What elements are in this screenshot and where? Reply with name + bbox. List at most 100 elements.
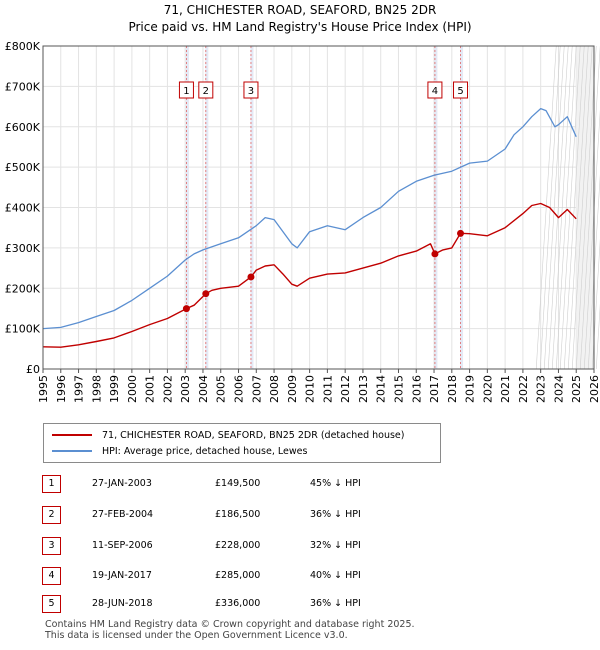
sale-date: 28-JUN-2018	[92, 598, 153, 609]
sale-hpi-diff: 40% ↓ HPI	[310, 570, 361, 581]
sale-date: 27-FEB-2004	[92, 509, 154, 520]
x-tick-label: 1998	[90, 375, 103, 403]
x-tick-label: 1999	[108, 375, 121, 403]
sale-number-badge: 4	[42, 567, 61, 585]
x-tick-label: 2022	[517, 375, 530, 403]
x-tick-label: 2008	[268, 375, 281, 403]
legend-item-hpi: HPI: Average price, detached house, Lewe…	[52, 444, 307, 458]
x-tick-label: 2010	[304, 375, 317, 403]
future-hatch	[559, 45, 581, 370]
sale-point	[202, 290, 210, 298]
sale-band	[205, 46, 209, 369]
x-tick-label: 2011	[321, 375, 334, 403]
future-hatch	[567, 45, 589, 370]
x-tick-label: 2021	[499, 375, 512, 403]
sale-hpi-diff: 36% ↓ HPI	[310, 509, 361, 520]
x-tick-label: 1995	[37, 375, 50, 403]
sale-marker-box	[198, 81, 214, 99]
future-hatch	[575, 45, 597, 370]
property-price-line	[42, 202, 577, 348]
y-tick-label: £700K	[5, 80, 41, 93]
x-tick-label: 2020	[481, 375, 494, 403]
x-tick-label: 2019	[464, 375, 477, 403]
plot-frame	[42, 45, 595, 370]
sale-hpi-diff: 45% ↓ HPI	[310, 478, 361, 489]
x-tick-label: 2018	[446, 375, 459, 403]
sale-row: 3 11-SEP-2006 £228,000 32% ↓ HPI	[0, 537, 600, 557]
sale-number-badge: 3	[42, 537, 61, 555]
sale-row: 1 27-JAN-2003 £149,500 45% ↓ HPI	[0, 475, 600, 495]
future-hatch	[535, 45, 557, 370]
sale-price: £149,500	[215, 478, 261, 489]
legend-swatch-property	[52, 434, 92, 436]
legend-item-property: 71, CHICHESTER ROAD, SEAFORD, BN25 2DR (…	[52, 428, 404, 442]
sale-marker-box	[453, 81, 469, 99]
sale-marker-number: 3	[248, 86, 254, 97]
footer-notice: Contains HM Land Registry data © Crown c…	[45, 619, 415, 641]
x-tick-label: 2026	[588, 375, 600, 403]
sale-marker-number: 4	[432, 86, 438, 97]
sale-marker-number: 5	[457, 86, 463, 97]
future-hatch	[591, 238, 600, 370]
x-tick-label: 2016	[410, 375, 423, 403]
x-tick-label: 2006	[233, 375, 246, 403]
sale-number-badge: 2	[42, 506, 61, 524]
sale-hpi-diff: 36% ↓ HPI	[310, 598, 361, 609]
x-tick-label: 2003	[179, 375, 192, 403]
sale-marker-box	[243, 81, 259, 99]
sale-date: 11-SEP-2006	[92, 540, 153, 551]
sale-price: £186,500	[215, 509, 261, 520]
y-tick-label: £100K	[5, 323, 41, 336]
sale-number-badge: 5	[42, 595, 61, 613]
sale-price: £228,000	[215, 540, 261, 551]
y-tick-label: £800K	[5, 40, 41, 53]
sale-marker-number: 2	[203, 86, 209, 97]
future-hatch	[587, 173, 600, 370]
x-tick-label: 2023	[535, 375, 548, 403]
future-hatch	[555, 45, 577, 370]
future-hatch	[543, 45, 565, 370]
sale-row: 4 19-JAN-2017 £285,000 40% ↓ HPI	[0, 567, 600, 587]
x-tick-label: 2025	[570, 375, 583, 403]
x-tick-label: 2014	[375, 375, 388, 403]
x-tick-label: 2007	[250, 375, 263, 403]
sale-number-badge: 1	[42, 475, 61, 493]
sale-hpi-diff: 32% ↓ HPI	[310, 540, 361, 551]
future-hatch	[579, 45, 600, 370]
sale-point	[457, 229, 465, 237]
sale-band	[460, 46, 464, 369]
y-tick-label: £600K	[5, 121, 41, 134]
x-tick-label: 2015	[392, 375, 405, 403]
y-tick-label: £300K	[5, 242, 41, 255]
chart-title: 71, CHICHESTER ROAD, SEAFORD, BN25 2DR	[163, 3, 437, 17]
hpi-line	[42, 107, 577, 330]
sale-row: 2 27-FEB-2004 £186,500 36% ↓ HPI	[0, 506, 600, 526]
sale-band	[434, 46, 438, 369]
legend-swatch-hpi	[52, 450, 92, 452]
footer-copyright: Contains HM Land Registry data © Crown c…	[45, 619, 415, 630]
sale-point	[247, 273, 255, 281]
x-tick-label: 2000	[126, 375, 139, 403]
x-tick-label: 2017	[428, 375, 441, 403]
x-tick-label: 2009	[286, 375, 299, 403]
sale-marker-number: 1	[183, 86, 189, 97]
x-tick-label: 2024	[552, 375, 565, 403]
x-tick-label: 2013	[357, 375, 370, 403]
sale-marker-box	[178, 81, 194, 99]
sale-date: 27-JAN-2003	[92, 478, 152, 489]
sale-price: £336,000	[215, 598, 261, 609]
sale-band	[185, 46, 189, 369]
future-hatch	[547, 45, 569, 370]
sale-point	[431, 250, 439, 258]
sale-band	[250, 46, 254, 369]
future-hatch	[563, 45, 585, 370]
legend-label-property: 71, CHICHESTER ROAD, SEAFORD, BN25 2DR (…	[102, 429, 405, 441]
price-chart: £0 £100K £200K £300K £400K £500K £600K £700K £80…	[5, 40, 600, 403]
footer-licence: This data is licensed under the Open Gov…	[45, 630, 348, 641]
x-tick-label: 1997	[73, 375, 86, 403]
sale-point	[182, 305, 190, 313]
sale-date: 19-JAN-2017	[92, 570, 152, 581]
x-tick-label: 2005	[215, 375, 228, 403]
x-tick-label: 2004	[197, 375, 210, 403]
chart-subtitle: Price paid vs. HM Land Registry's House …	[128, 20, 472, 34]
